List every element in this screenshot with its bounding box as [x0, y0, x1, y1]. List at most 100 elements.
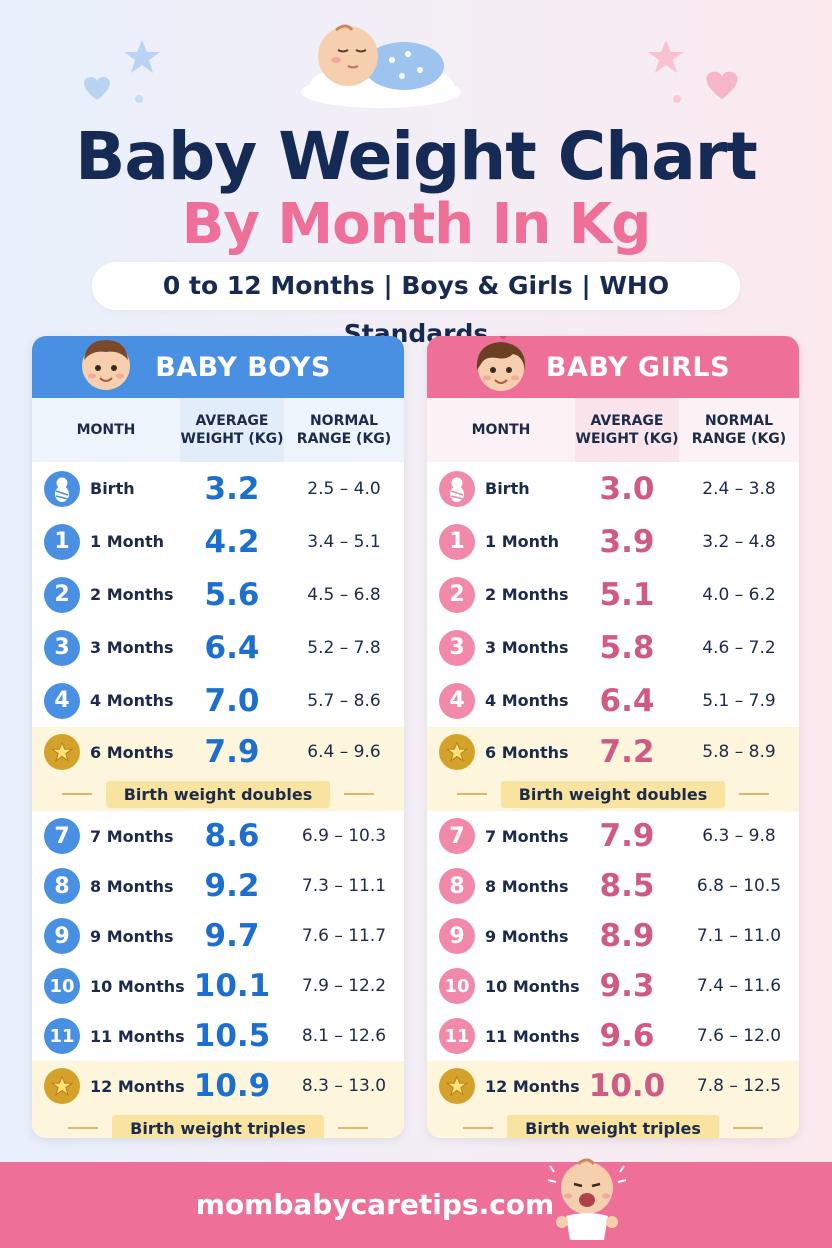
normal-range-value: 6.9 – 10.3 [301, 826, 387, 846]
girl-face-icon [476, 336, 526, 391]
divider [463, 1127, 494, 1129]
month-label: 1 Month [90, 532, 165, 551]
boys-rows: Birth 3.2 2.5 – 4.0 1 1 Month 4.2 3.4 – 5.1 2 2 … [32, 462, 404, 1138]
month-cell: 3 3 Months [427, 629, 575, 666]
divider [68, 1127, 99, 1129]
average-header-line1: AVERAGE [195, 413, 269, 429]
normal-range-value: 4.0 – 6.2 [702, 584, 776, 605]
table-row: 3 3 Months 6.4 5.2 – 7.8 [32, 621, 404, 674]
table-row: 4 4 Months 6.4 5.1 – 7.9 [427, 674, 799, 727]
month-number-badge: 3 [44, 629, 80, 666]
month-label: 4 Months [485, 691, 569, 710]
month-label: 12 Months [90, 1076, 185, 1096]
month-cell: 1 1 Month [427, 523, 575, 560]
average-weight-value: 6.4 [204, 629, 260, 666]
table-row: 9 9 Months 9.7 7.6 – 11.7 [32, 911, 404, 961]
month-cell: 8 8 Months [32, 868, 180, 904]
average-weight-value: 9.3 [599, 968, 655, 1004]
range-header-line2: RANGE (KG) [691, 431, 787, 447]
range-header-line1: NORMAL [309, 413, 379, 429]
month-number-badge: 8 [44, 868, 80, 904]
footer: mombabycaretips.com [0, 1158, 832, 1248]
average-header-line1: AVERAGE [590, 413, 664, 429]
star-icon [439, 1068, 475, 1104]
month-number-badge: 2 [44, 576, 80, 613]
normal-range-value: 4.5 – 6.8 [307, 584, 381, 605]
average-weight-value: 3.0 [599, 470, 655, 507]
month-number-badge: 11 [439, 1018, 475, 1054]
month-cell: 6 Months [32, 734, 180, 770]
girls-panel: BABY GIRLS MONTH AVERAGE WEIGHT (KG) NORM… [427, 336, 799, 1138]
month-number-badge: 3 [439, 629, 475, 666]
month-cell: 2 2 Months [427, 576, 575, 613]
average-weight-value: 5.8 [599, 629, 655, 666]
normal-range-value: 5.2 – 7.8 [307, 637, 381, 658]
normal-range-value: 2.4 – 3.8 [702, 478, 776, 499]
month-number-badge: 8 [439, 868, 475, 904]
month-cell: 7 7 Months [32, 818, 180, 854]
month-label: 9 Months [485, 926, 569, 946]
milestone-label: Birth weight doubles [500, 780, 726, 808]
month-column-header: MONTH [471, 422, 531, 438]
table-row: 12 Months 10.0 7.8 – 12.5 [427, 1061, 799, 1111]
normal-range-value: 6.8 – 10.5 [696, 876, 782, 896]
boys-panel-header: BABY BOYS [32, 336, 404, 398]
month-label: 12 Months [485, 1076, 580, 1096]
average-weight-value: 7.2 [599, 734, 655, 770]
table-row: 2 2 Months 5.6 4.5 – 6.8 [32, 568, 404, 621]
dot-icon [673, 95, 681, 103]
month-label: Birth [90, 479, 135, 498]
normal-range-value: 6.3 – 9.8 [702, 826, 776, 846]
average-weight-value: 9.6 [599, 1018, 655, 1054]
swaddled-baby-icon [439, 470, 475, 507]
normal-range-value: 5.1 – 7.9 [702, 690, 776, 711]
table-row: 1 1 Month 4.2 3.4 – 5.1 [32, 515, 404, 568]
table-row: 11 11 Months 9.6 7.6 – 12.0 [427, 1011, 799, 1061]
month-number-badge: 4 [44, 682, 80, 719]
average-weight-column-header: AVERAGE WEIGHT (KG) [180, 398, 284, 462]
month-number-badge: 10 [439, 968, 475, 1004]
table-row: 6 Months 7.9 6.4 – 9.6 [32, 727, 404, 777]
month-cell: Birth [32, 470, 180, 507]
average-weight-value: 10.5 [193, 1018, 271, 1054]
heart-icon [706, 71, 738, 100]
month-cell: 10 10 Months [32, 968, 185, 1004]
dot-icon [135, 95, 143, 103]
boys-panel: BABY BOYS MONTH AVERAGE WEIGHT (KG) NORMA… [32, 336, 404, 1138]
range-header-line1: NORMAL [704, 413, 774, 429]
average-weight-value: 3.2 [204, 470, 260, 507]
normal-range-value: 7.1 – 11.0 [696, 926, 782, 946]
month-cell: 9 9 Months [32, 918, 180, 954]
milestone-birth-weight-doubles: Birth weight doubles [427, 777, 799, 811]
month-label: 2 Months [90, 585, 174, 604]
month-number-badge: 9 [439, 918, 475, 954]
month-cell: 7 7 Months [427, 818, 575, 854]
milestone-label: Birth weight triples [112, 1114, 324, 1138]
month-label: 2 Months [485, 585, 569, 604]
website-link[interactable]: mombabycaretips.com [195, 1188, 555, 1221]
average-weight-value: 10.9 [193, 1068, 271, 1104]
table-row: 10 10 Months 9.3 7.4 – 11.6 [427, 961, 799, 1011]
average-weight-value: 4.2 [204, 523, 260, 560]
month-number-badge: 10 [44, 968, 80, 1004]
average-weight-column-header: AVERAGE WEIGHT (KG) [575, 398, 679, 462]
page-subtitle: By Month In Kg [181, 192, 652, 257]
month-label: 7 Months [485, 826, 569, 846]
normal-range-column-header: NORMAL RANGE (KG) [284, 412, 404, 448]
month-cell: 3 3 Months [32, 629, 180, 666]
month-label: 10 Months [485, 976, 580, 996]
average-weight-value: 8.6 [204, 818, 260, 854]
milestone-birth-weight-doubles: Birth weight doubles [32, 777, 404, 811]
month-number-badge: 7 [439, 818, 475, 854]
average-weight-value: 10.0 [588, 1068, 666, 1104]
month-label: 6 Months [485, 742, 569, 762]
swaddled-baby-icon [44, 470, 80, 507]
average-weight-value: 8.9 [599, 918, 655, 954]
normal-range-value: 7.6 – 12.0 [696, 1026, 782, 1046]
month-number-badge: 1 [439, 523, 475, 560]
crying-baby-icon [548, 1158, 626, 1240]
month-cell: 4 4 Months [427, 682, 575, 719]
boys-column-headers: MONTH AVERAGE WEIGHT (KG) NORMAL RANGE (KG… [32, 398, 404, 462]
average-weight-value: 9.2 [204, 868, 260, 904]
table-row: 6 Months 7.2 5.8 – 8.9 [427, 727, 799, 777]
